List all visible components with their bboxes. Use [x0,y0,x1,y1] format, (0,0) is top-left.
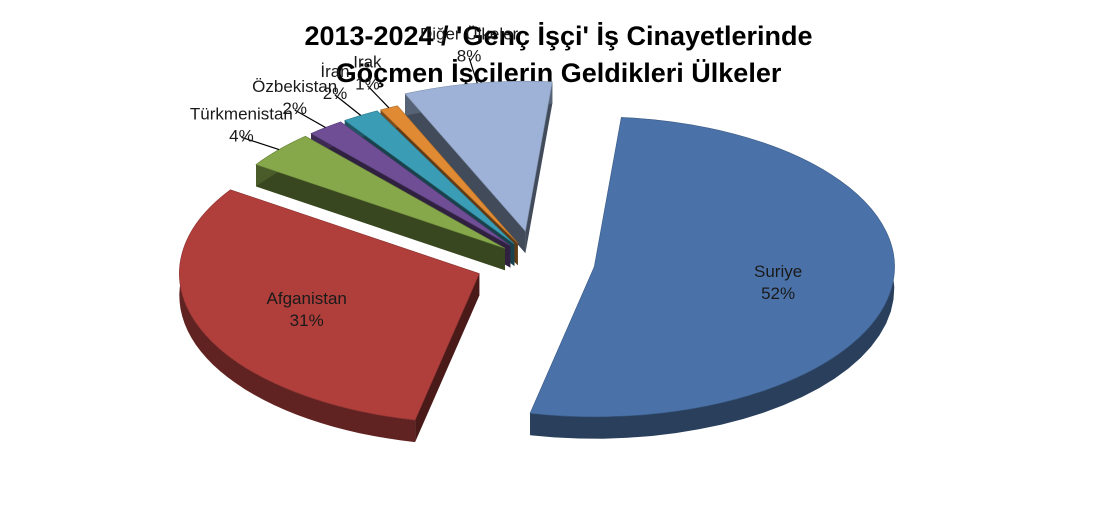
slice-value-label-4: 2% [323,84,348,103]
leader-line-5 [366,85,390,109]
slice-rim-1 [179,189,416,443]
slice-value-label-0: 52% [761,284,795,303]
chart-title-line-2: Göçmen İşçilerin Geldikleri Ülkeler [335,58,782,88]
slice-value-label-2: 4% [229,126,254,145]
leader-line-3 [294,109,326,129]
pie-slice-afganistan [179,189,480,421]
pie-tops [179,80,895,421]
slice-label-5: Irak [353,53,382,72]
chart-title: 2013-2024 / 'Genç İşçi' İş Cinayetlerind… [0,18,1117,92]
slice-value-label-3: 2% [282,99,307,118]
slice-side-6-1 [525,81,553,254]
slice-label-6: Diğer Ülkeler [420,25,519,44]
leader-line-6 [468,57,478,84]
slice-value-label-6: 8% [457,47,482,66]
slice-value-label-1: 31% [290,311,324,330]
slice-label-1: Afganistan [267,289,347,308]
slice-label-4: İran [320,62,349,81]
slice-side-6-0 [405,93,526,254]
slice-side-1-0 [415,273,480,443]
leader-line-2 [241,136,280,151]
slice-label-2: Türkmenistan [190,104,293,123]
chart-title-line-1: 2013-2024 / 'Genç İşçi' İş Cinayetlerind… [304,21,813,51]
pie-slice-suriye [529,117,895,418]
slice-labels: Suriye 52% Afganistan 31% Türkmenistan 4% Özbe… [190,25,802,331]
slice-label-0: Suriye [754,262,802,281]
pie-slice-irak [379,105,519,244]
leader-line-4 [334,94,362,116]
slice-value-label-5: 1% [355,75,380,94]
leader-lines [241,57,478,151]
slice-side-2-0 [256,164,505,271]
slice-label-3: Özbekistan [252,77,337,96]
